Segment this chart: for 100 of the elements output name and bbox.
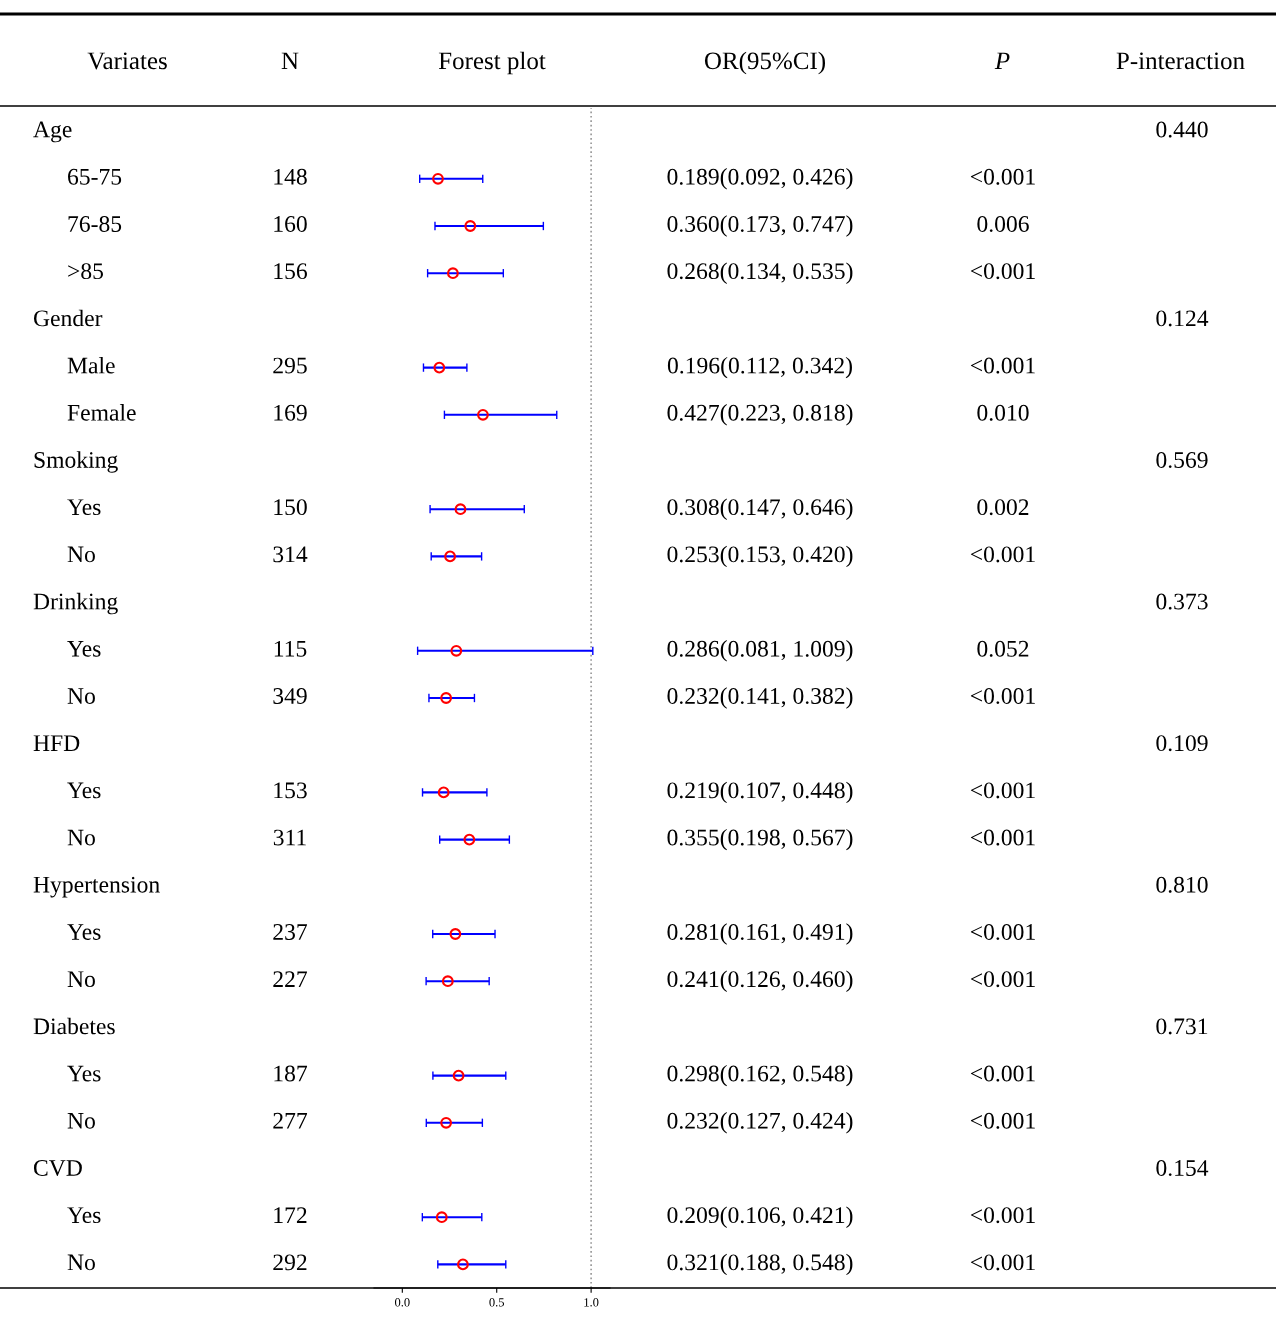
category-label: No (67, 971, 95, 988)
category-label: 237 (273, 924, 308, 940)
category-label: 0.124 (1156, 310, 1209, 327)
category-label: 153 (274, 782, 307, 799)
category-label: Age (33, 121, 72, 143)
category-label: <0.001 (970, 357, 1035, 374)
chart-title: Forest plot (438, 51, 546, 75)
category-label: 295 (273, 357, 307, 374)
category-label: HFD (33, 735, 80, 751)
text: OR(95%CI) (704, 51, 825, 75)
category-label: Diabetes (33, 1017, 115, 1035)
category-label: 0.253(0.153, 0.420) (667, 545, 853, 568)
category-label: 0.440 (1156, 121, 1208, 138)
category-label: Yes (67, 1207, 101, 1224)
point (440, 692, 453, 704)
category-label: 0.232(0.141, 0.382) (667, 687, 853, 709)
category-label: No (67, 829, 95, 846)
category-label: 0.189(0.092, 0.426) (667, 168, 853, 190)
category-label: 227 (273, 971, 308, 987)
category-label: Drinking (33, 592, 118, 615)
text: N (281, 52, 299, 70)
point (452, 1069, 465, 1082)
category-label: 0.360(0.173, 0.747) (667, 215, 853, 237)
category-label: Smoking (34, 451, 118, 473)
point (441, 975, 454, 988)
category-label: <0.001 (970, 829, 1035, 846)
category-label: 0.731 (1156, 1018, 1208, 1035)
category-label: 0.281(0.161, 0.491) (667, 923, 853, 945)
category-label: 0.052 (977, 640, 1029, 657)
category-label: Yes (67, 641, 101, 657)
point (432, 172, 444, 185)
category-label: 0.308(0.147, 0.646) (667, 498, 853, 520)
category-label: 0.109 (1156, 735, 1208, 752)
category-label: <0.001 (970, 546, 1035, 563)
category-label: 76-85 (68, 215, 122, 232)
category-label: No (67, 688, 95, 704)
point (444, 550, 456, 563)
category-label: 0.569 (1156, 451, 1208, 469)
text: Variates (87, 52, 167, 70)
category-label: >85 (68, 263, 103, 280)
point (440, 1116, 453, 1129)
category-label: Female (67, 404, 136, 421)
category-label: <0.001 (970, 168, 1035, 185)
category-label: 0.196(0.112, 0.342) (667, 356, 852, 379)
category-label: 0.010 (977, 404, 1029, 421)
category-label: Male (67, 356, 115, 374)
category-label: 148 (274, 168, 307, 185)
point (457, 1258, 469, 1271)
category-label: Gender (33, 309, 103, 327)
category-label: 0.241(0.126, 0.460) (667, 970, 853, 992)
category-label: CVD (33, 1160, 82, 1177)
category-label: 0.373 (1156, 593, 1208, 610)
category-label: 0.209(0.106, 0.421) (667, 1206, 853, 1228)
category-label: 0.810 (1156, 876, 1208, 893)
category-label: Hypertension (33, 876, 160, 898)
point (447, 267, 459, 280)
category-label: 156 (274, 263, 307, 280)
category-label: 172 (274, 1207, 307, 1223)
point (464, 220, 477, 232)
category-label: 314 (273, 546, 308, 563)
category-label: 65-75 (68, 168, 122, 185)
category-label: <0.001 (970, 782, 1035, 799)
category-label: 0.154 (1156, 1159, 1209, 1177)
category-label: 277 (273, 1112, 308, 1129)
x-tick-label: 0.5 (489, 1298, 505, 1307)
point (433, 361, 446, 374)
point (463, 833, 476, 846)
point (435, 1211, 448, 1224)
category-label: <0.001 (970, 1207, 1035, 1224)
category-label: 150 (274, 499, 307, 516)
category-label: 187 (274, 1065, 308, 1082)
category-label: Yes (67, 1065, 101, 1082)
category-label: 115 (274, 640, 307, 657)
category-label: 169 (274, 404, 307, 421)
category-label: 0.232(0.127, 0.424) (667, 1112, 853, 1134)
category-label: No (67, 1254, 95, 1271)
point (454, 503, 467, 516)
category-label: 0.219(0.107, 0.448) (667, 781, 853, 804)
category-label: Yes (67, 924, 101, 940)
category-label: 311 (273, 829, 306, 846)
category-label: No (67, 1113, 95, 1129)
text: P-interaction (1116, 52, 1245, 70)
category-label: 292 (273, 1254, 307, 1271)
category-label: 160 (274, 215, 307, 232)
category-label: 0.355(0.198, 0.567) (667, 828, 853, 851)
category-label: Yes (67, 499, 101, 516)
point (477, 408, 489, 421)
category-label: 0.006 (977, 215, 1029, 233)
category-label: 0.298(0.162, 0.548) (667, 1064, 853, 1087)
text: P (994, 52, 1010, 70)
point (449, 928, 462, 940)
category-label: <0.001 (970, 1065, 1035, 1082)
point (450, 644, 463, 657)
x-tick-label: 0.0 (394, 1298, 410, 1307)
category-label: Yes (67, 782, 101, 799)
category-label: 0.002 (977, 499, 1029, 516)
point (437, 786, 450, 799)
x-tick-label: 1.0 (584, 1298, 599, 1307)
category-label: 0.427(0.223, 0.818) (667, 404, 853, 426)
category-label: <0.001 (970, 923, 1035, 941)
